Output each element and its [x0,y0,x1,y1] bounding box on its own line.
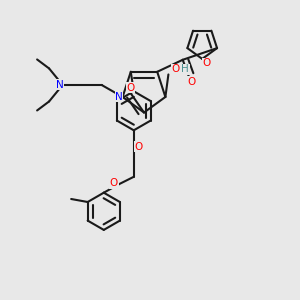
Text: N: N [115,92,123,102]
Text: O: O [188,77,196,87]
Text: O: O [134,142,142,152]
Text: O: O [110,178,118,188]
Text: O: O [172,64,180,74]
Text: N: N [56,80,64,90]
Text: H: H [181,64,189,74]
Text: O: O [202,58,211,68]
Text: O: O [126,82,135,93]
